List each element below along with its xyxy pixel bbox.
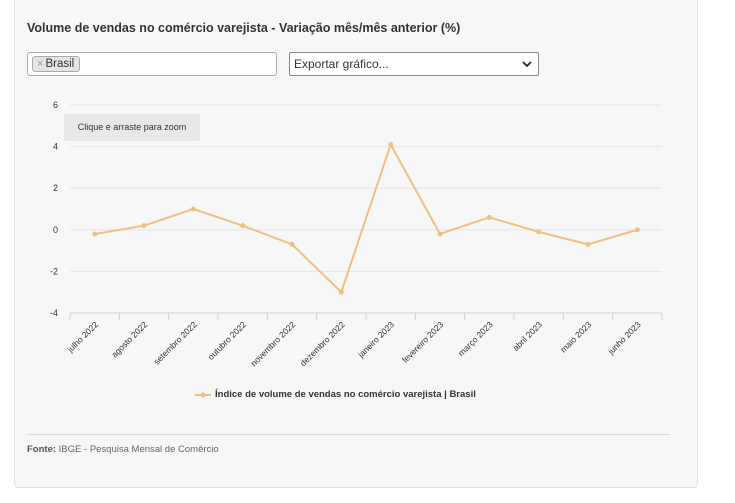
x-tick-label: outubro 2022 <box>206 319 249 362</box>
y-tick-label: 4 <box>53 142 58 152</box>
x-tick-label: fevereiro 2023 <box>400 319 446 365</box>
x-tick-label: julho 2022 <box>65 319 101 355</box>
data-point <box>141 223 147 229</box>
chart-legend[interactable]: Índice de volume de vendas no comércio v… <box>195 389 476 400</box>
x-tick-label: abril 2023 <box>511 319 545 353</box>
data-point <box>240 223 246 229</box>
x-tick-label: dezembro 2022 <box>298 319 347 368</box>
legend-line-icon <box>195 392 211 397</box>
chevron-down-icon <box>522 61 532 68</box>
x-tick-label: maio 2023 <box>558 319 593 354</box>
data-point <box>585 241 591 247</box>
footer-divider <box>27 434 670 435</box>
region-filter-input[interactable]: × Brasil <box>27 52 277 76</box>
source-note: Fonte: IBGE - Pesquisa Mensal de Comérci… <box>27 444 219 455</box>
data-point <box>92 231 98 237</box>
zoom-hint: Clique e arraste para zoom <box>64 114 200 141</box>
data-point <box>190 206 196 212</box>
x-tick-label: novembro 2022 <box>249 319 298 368</box>
data-point <box>437 231 443 237</box>
series-line <box>94 143 638 294</box>
y-tick-label: 6 <box>53 100 58 110</box>
data-point <box>634 227 640 233</box>
y-tick-label: -2 <box>50 266 58 276</box>
filter-chip-label: Brasil <box>45 58 75 70</box>
x-tick-label: março 2023 <box>456 319 495 358</box>
source-label: Fonte: <box>27 444 57 455</box>
data-point <box>289 241 295 247</box>
data-point <box>486 214 492 220</box>
export-select-label: Exportar gráfico... <box>294 57 389 71</box>
x-tick-label: janeiro 2023 <box>355 319 396 360</box>
filter-chip-brasil: × Brasil <box>32 56 81 72</box>
legend-label: Índice de volume de vendas no comércio v… <box>215 389 476 400</box>
chip-remove-icon[interactable]: × <box>37 58 44 70</box>
export-chart-select[interactable]: Exportar gráfico... <box>289 52 539 76</box>
source-text: IBGE - Pesquisa Mensal de Comércio <box>56 444 219 455</box>
x-tick-label: agosto 2022 <box>109 319 149 359</box>
chart-title: Volume de vendas no comércio varejista -… <box>27 21 461 35</box>
data-point <box>388 142 394 148</box>
y-tick-label: 2 <box>53 183 58 193</box>
y-tick-label: -4 <box>50 308 58 318</box>
data-point <box>338 289 344 295</box>
x-tick-label: setembro 2022 <box>152 319 199 366</box>
y-tick-label: 0 <box>53 225 58 235</box>
data-point <box>536 229 542 235</box>
x-tick-label: junho 2023 <box>605 319 643 357</box>
